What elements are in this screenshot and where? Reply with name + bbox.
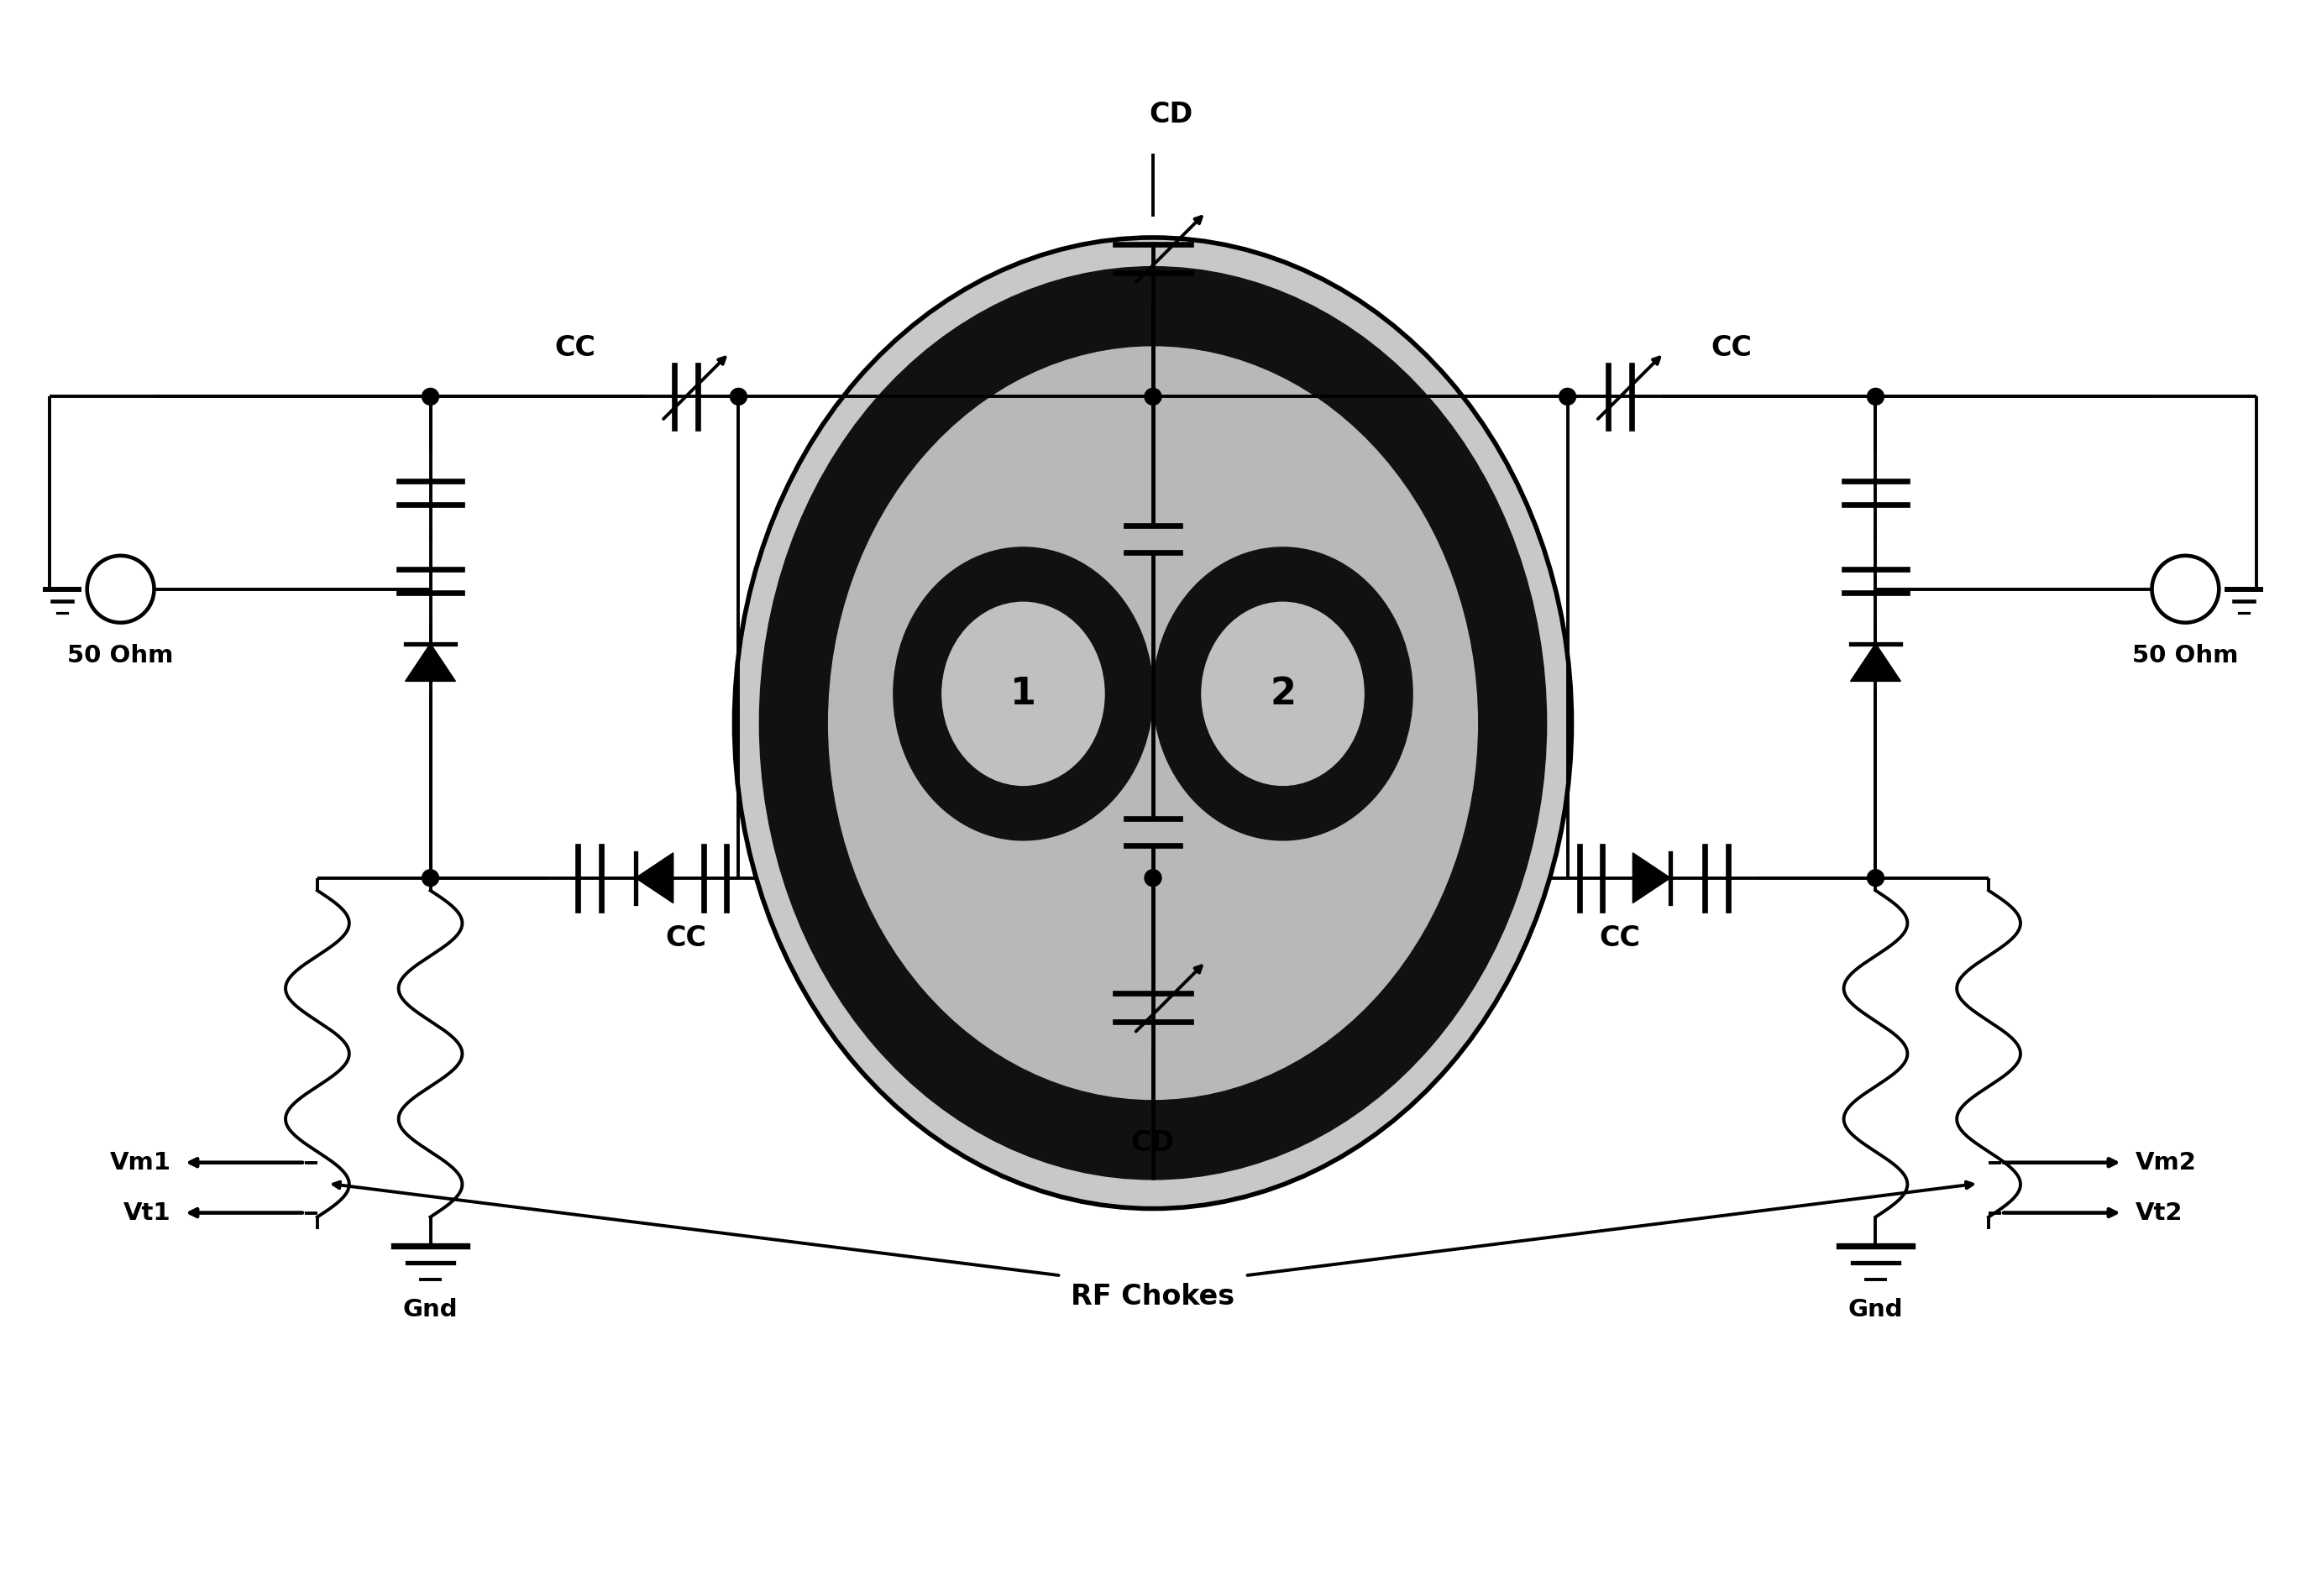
Ellipse shape	[733, 238, 1573, 1208]
Text: CC: CC	[664, 924, 706, 951]
Text: 50 Ohm: 50 Ohm	[2133, 643, 2239, 667]
Circle shape	[1144, 870, 1162, 886]
Circle shape	[731, 388, 747, 405]
Ellipse shape	[828, 346, 1478, 1100]
Polygon shape	[636, 852, 673, 903]
Text: Vt2: Vt2	[2135, 1202, 2181, 1224]
Circle shape	[1868, 870, 1884, 886]
Ellipse shape	[1153, 547, 1414, 839]
Text: Gnd: Gnd	[1847, 1298, 1902, 1321]
Text: RF Chokes: RF Chokes	[1070, 1283, 1236, 1310]
Text: 2: 2	[1271, 675, 1296, 712]
Text: CC: CC	[553, 334, 595, 361]
Circle shape	[1559, 388, 1575, 405]
Text: 50 Ohm: 50 Ohm	[67, 643, 173, 667]
Text: 1: 1	[1010, 675, 1035, 712]
Ellipse shape	[943, 602, 1105, 785]
Circle shape	[422, 388, 438, 405]
Polygon shape	[1849, 643, 1900, 681]
Text: Vt1: Vt1	[122, 1202, 171, 1224]
Circle shape	[1868, 388, 1884, 405]
Ellipse shape	[892, 547, 1153, 839]
Text: CD: CD	[1130, 1128, 1176, 1157]
Text: Gnd: Gnd	[404, 1298, 459, 1321]
Circle shape	[1144, 388, 1162, 405]
Text: CD: CD	[1148, 101, 1195, 129]
Text: CC: CC	[1600, 924, 1642, 951]
Text: Vm1: Vm1	[108, 1151, 171, 1175]
Ellipse shape	[759, 267, 1547, 1179]
Text: CC: CC	[1711, 334, 1753, 361]
Ellipse shape	[1201, 602, 1363, 785]
Polygon shape	[406, 643, 457, 681]
Polygon shape	[1633, 852, 1670, 903]
Text: Vm2: Vm2	[2135, 1151, 2195, 1175]
Circle shape	[422, 870, 438, 886]
